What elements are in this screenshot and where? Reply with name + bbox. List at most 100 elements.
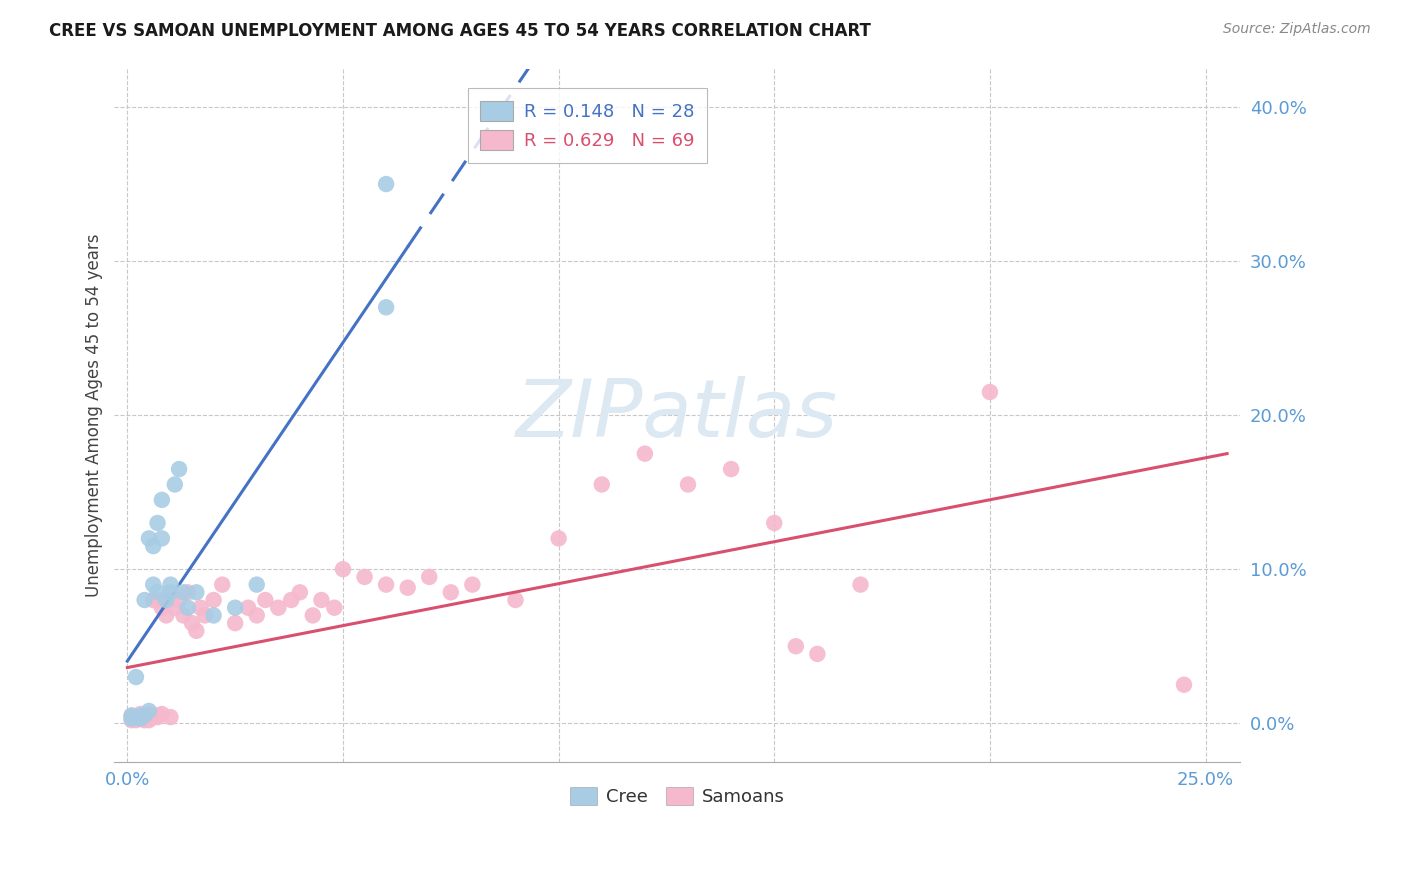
Text: ZIPatlas: ZIPatlas — [516, 376, 838, 454]
Point — [254, 593, 277, 607]
Point — [142, 708, 165, 723]
Point — [505, 593, 527, 607]
Point — [138, 710, 160, 724]
Legend: Cree, Samoans: Cree, Samoans — [561, 778, 794, 815]
Point — [849, 577, 872, 591]
Point — [186, 585, 208, 599]
Point — [547, 532, 569, 546]
Point — [121, 712, 143, 726]
Point — [134, 713, 156, 727]
Point — [1173, 678, 1195, 692]
Point — [134, 708, 156, 723]
Point — [155, 608, 177, 623]
Point — [121, 712, 143, 726]
Point — [375, 577, 398, 591]
Point — [418, 570, 440, 584]
Point — [163, 477, 186, 491]
Point — [146, 585, 169, 599]
Point — [177, 600, 200, 615]
Point — [186, 624, 208, 638]
Point — [129, 712, 152, 726]
Point — [280, 593, 302, 607]
Point — [146, 710, 169, 724]
Point — [979, 385, 1001, 400]
Point — [129, 706, 152, 721]
Point — [138, 712, 160, 726]
Point — [676, 477, 699, 491]
Point — [155, 593, 177, 607]
Point — [224, 616, 246, 631]
Point — [323, 600, 346, 615]
Point — [159, 585, 181, 599]
Point — [134, 708, 156, 723]
Point — [142, 593, 165, 607]
Point — [146, 516, 169, 530]
Point — [172, 608, 194, 623]
Point — [246, 608, 269, 623]
Point — [138, 704, 160, 718]
Point — [181, 616, 204, 631]
Point — [125, 710, 148, 724]
Point — [634, 447, 657, 461]
Point — [332, 562, 354, 576]
Point — [121, 708, 143, 723]
Point — [129, 708, 152, 723]
Point — [440, 585, 463, 599]
Point — [172, 585, 194, 599]
Text: CREE VS SAMOAN UNEMPLOYMENT AMONG AGES 45 TO 54 YEARS CORRELATION CHART: CREE VS SAMOAN UNEMPLOYMENT AMONG AGES 4… — [49, 22, 872, 40]
Point — [806, 647, 828, 661]
Point — [121, 708, 143, 723]
Point — [353, 570, 375, 584]
Point — [150, 532, 173, 546]
Point — [125, 713, 148, 727]
Point — [167, 593, 190, 607]
Point — [129, 710, 152, 724]
Point — [236, 600, 259, 615]
Text: Source: ZipAtlas.com: Source: ZipAtlas.com — [1223, 22, 1371, 37]
Point — [246, 577, 269, 591]
Point — [142, 577, 165, 591]
Point — [159, 593, 181, 607]
Point — [150, 600, 173, 615]
Point — [720, 462, 742, 476]
Point — [311, 593, 333, 607]
Point — [125, 670, 148, 684]
Point — [146, 593, 169, 607]
Point — [163, 600, 186, 615]
Point — [785, 639, 807, 653]
Point — [267, 600, 290, 615]
Point — [138, 708, 160, 723]
Point — [129, 712, 152, 726]
Point — [146, 708, 169, 723]
Point — [134, 593, 156, 607]
Point — [167, 462, 190, 476]
Point — [288, 585, 311, 599]
Point — [121, 713, 143, 727]
Point — [202, 593, 225, 607]
Point — [134, 710, 156, 724]
Point — [461, 577, 484, 591]
Point — [396, 581, 419, 595]
Point — [177, 585, 200, 599]
Point — [194, 608, 217, 623]
Point — [125, 712, 148, 726]
Y-axis label: Unemployment Among Ages 45 to 54 years: Unemployment Among Ages 45 to 54 years — [86, 234, 103, 597]
Point — [134, 712, 156, 726]
Point — [190, 600, 212, 615]
Point — [763, 516, 786, 530]
Point — [301, 608, 323, 623]
Point — [142, 539, 165, 553]
Point — [375, 177, 398, 191]
Point — [142, 710, 165, 724]
Point — [211, 577, 233, 591]
Point — [591, 477, 613, 491]
Point — [375, 301, 398, 315]
Point — [138, 532, 160, 546]
Point — [159, 577, 181, 591]
Point — [224, 600, 246, 615]
Point — [150, 492, 173, 507]
Point — [138, 713, 160, 727]
Point — [159, 710, 181, 724]
Point — [202, 608, 225, 623]
Point — [138, 706, 160, 721]
